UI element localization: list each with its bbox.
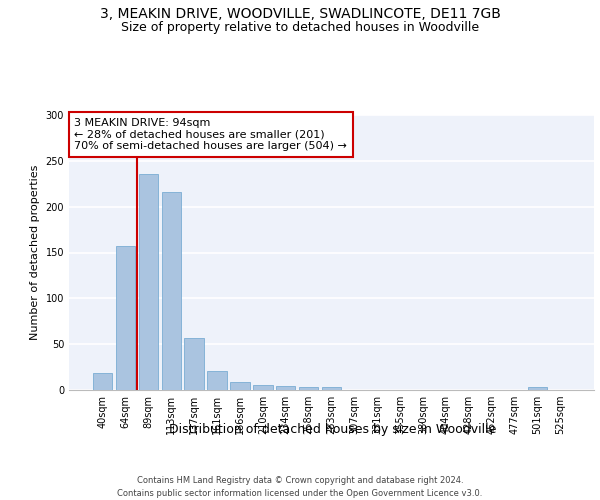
Bar [93, 372, 112, 390]
Bar [299, 387, 319, 390]
Bar [139, 174, 158, 390]
Bar [116, 246, 135, 390]
Bar [276, 386, 295, 390]
Bar [184, 338, 204, 390]
Text: 3 MEAKIN DRIVE: 94sqm
← 28% of detached houses are smaller (201)
70% of semi-det: 3 MEAKIN DRIVE: 94sqm ← 28% of detached … [74, 118, 347, 151]
Bar [161, 192, 181, 390]
Text: Distribution of detached houses by size in Woodville: Distribution of detached houses by size … [169, 422, 497, 436]
Text: 3, MEAKIN DRIVE, WOODVILLE, SWADLINCOTE, DE11 7GB: 3, MEAKIN DRIVE, WOODVILLE, SWADLINCOTE,… [100, 8, 500, 22]
Y-axis label: Number of detached properties: Number of detached properties [30, 165, 40, 340]
Text: Contains HM Land Registry data © Crown copyright and database right 2024.
Contai: Contains HM Land Registry data © Crown c… [118, 476, 482, 498]
Bar [208, 371, 227, 390]
Bar [230, 382, 250, 390]
Bar [528, 387, 547, 390]
Text: Size of property relative to detached houses in Woodville: Size of property relative to detached ho… [121, 21, 479, 34]
Bar [322, 387, 341, 390]
Bar [253, 386, 272, 390]
